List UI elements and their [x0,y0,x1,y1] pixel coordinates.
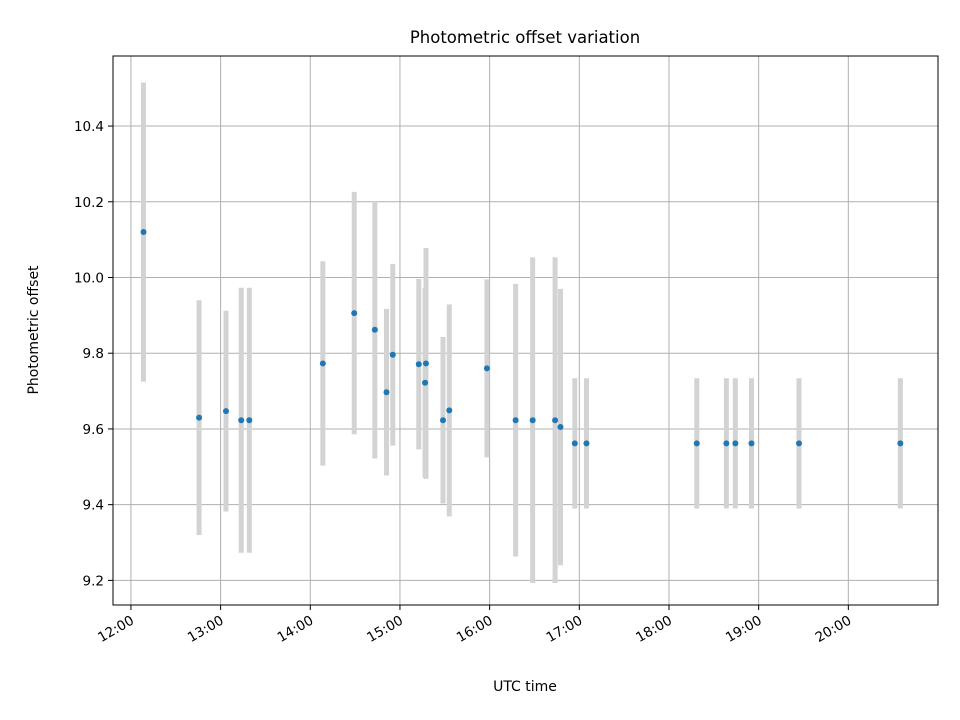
data-point [723,440,730,447]
data-point [583,440,590,447]
data-point [351,310,358,317]
data-point [552,417,559,424]
data-point [238,417,245,424]
y-tick-label: 10.4 [74,119,104,135]
data-points [140,229,904,447]
data-point [140,229,147,236]
data-point [512,417,519,424]
data-point [371,326,378,333]
y-tick-label: 9.4 [83,498,104,514]
data-point [529,417,536,424]
data-point [483,365,490,372]
data-point [415,361,422,368]
y-tick-label: 10.0 [74,270,104,286]
y-tick-label: 10.2 [74,195,104,211]
data-point [796,440,803,447]
y-tick-label: 9.6 [83,422,104,438]
data-point [693,440,700,447]
data-point [897,440,904,447]
data-point [319,360,326,367]
data-point [446,407,453,414]
y-axis-ticks: 9.2 9.4 9.6 9.8 10.0 10.2 10.4 [74,119,113,589]
data-point [732,440,739,447]
chart-title: Photometric offset variation [410,28,640,47]
data-point [389,351,396,358]
data-point [440,417,446,424]
data-point [557,424,564,431]
y-tick-label: 9.8 [83,346,104,362]
data-point [571,440,578,447]
y-axis-label: Photometric offset [26,265,42,395]
data-point [196,414,203,421]
data-point [422,379,429,386]
plot-frame [112,55,939,606]
data-point [246,417,253,424]
data-point [748,440,755,447]
data-point [422,360,429,367]
x-axis-label: UTC time [493,679,557,695]
y-tick-label: 9.2 [83,573,104,589]
data-point [222,408,229,415]
data-point [383,389,390,396]
